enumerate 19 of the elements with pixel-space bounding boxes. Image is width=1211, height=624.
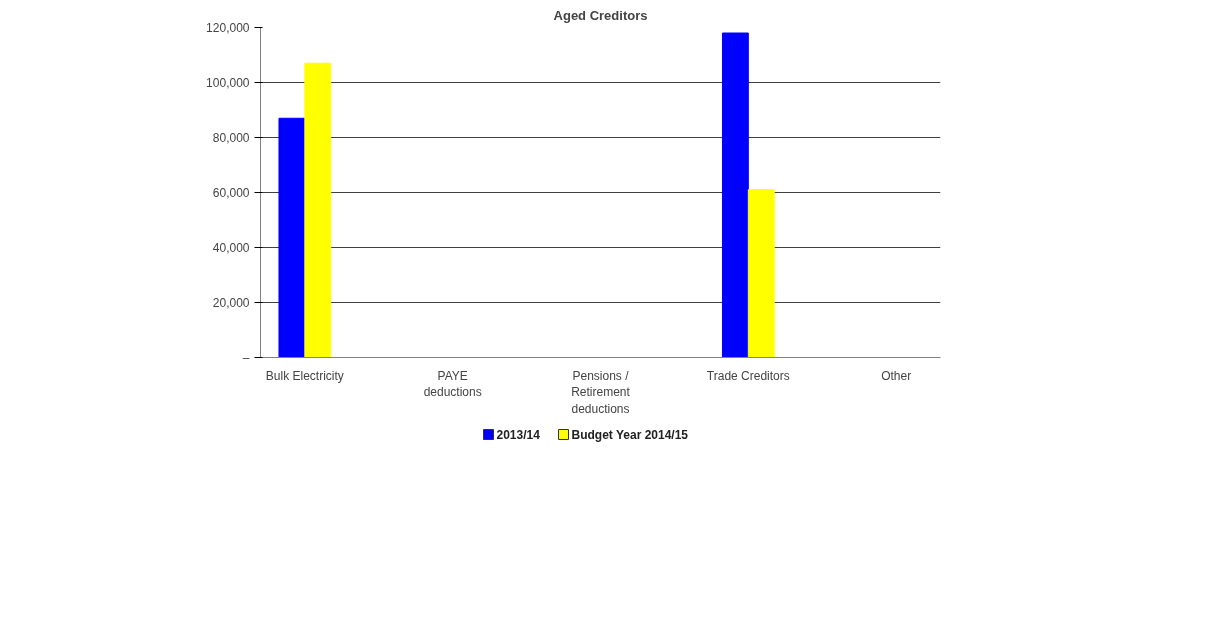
y-tick-label: –: [242, 350, 250, 365]
y-tick-label: 100,000: [206, 75, 250, 90]
y-tick-label: 20,000: [212, 295, 250, 310]
x-tick-label: Trade Creditors: [706, 368, 790, 383]
x-tick-label: Other: [881, 368, 912, 383]
bar: [721, 32, 749, 358]
bar: [747, 189, 775, 358]
x-tick-label: Pensions / Retirement deductions: [571, 368, 631, 417]
y-tick-label: 40,000: [212, 240, 250, 255]
chart-title: Aged Creditors: [553, 7, 648, 23]
legend-label: Budget Year 2014/15: [571, 427, 689, 442]
y-tick-label: 80,000: [212, 130, 250, 145]
y-tick-label: 120,000: [206, 20, 250, 35]
y-tick-label: 60,000: [212, 185, 250, 200]
bar: [304, 62, 332, 358]
bar: [278, 117, 306, 358]
legend-label: 2013/14: [496, 427, 541, 442]
x-tick-label: Bulk Electricity: [265, 368, 344, 383]
x-tick-label: PAYE deductions: [423, 368, 482, 400]
